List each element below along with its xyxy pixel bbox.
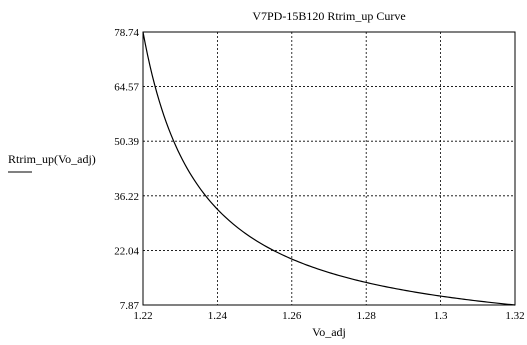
- y-axis-ticks: 7.87 22.04 36.22 50.39 64.57 78.74: [114, 27, 139, 312]
- series-line: [142, 31, 516, 306]
- x-tick-label: 1.26: [282, 310, 302, 322]
- y-tick-label: 36.22: [114, 191, 139, 203]
- x-tick-label: 1.22: [133, 310, 152, 322]
- x-tick-label: 1.3: [434, 310, 448, 322]
- y-tick-label: 22.04: [114, 245, 139, 257]
- plot-frame: [142, 31, 516, 306]
- x-axis-label: Vo_adj: [312, 325, 346, 339]
- y-axis-label: Rtrim_up(Vo_adj): [8, 152, 96, 166]
- y-tick-label: 78.74: [114, 27, 139, 39]
- x-tick-label: 1.24: [208, 310, 228, 322]
- x-tick-label: 1.32: [505, 310, 524, 322]
- x-axis-ticks: 1.22 1.24 1.26 1.28 1.3 1.32: [133, 310, 524, 322]
- chart-title: V7PD-15B120 Rtrim_up Curve: [252, 9, 405, 23]
- y-tick-label: 50.39: [114, 136, 139, 148]
- x-tick-label: 1.28: [357, 310, 377, 322]
- grid: [143, 32, 515, 305]
- y-tick-label: 7.87: [120, 300, 140, 312]
- y-tick-label: 64.57: [114, 82, 139, 94]
